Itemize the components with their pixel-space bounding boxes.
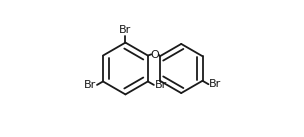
Text: Br: Br bbox=[154, 80, 167, 90]
Text: Br: Br bbox=[209, 79, 221, 89]
Text: Br: Br bbox=[119, 25, 132, 35]
Text: Br: Br bbox=[84, 80, 96, 90]
Text: O: O bbox=[150, 50, 159, 60]
